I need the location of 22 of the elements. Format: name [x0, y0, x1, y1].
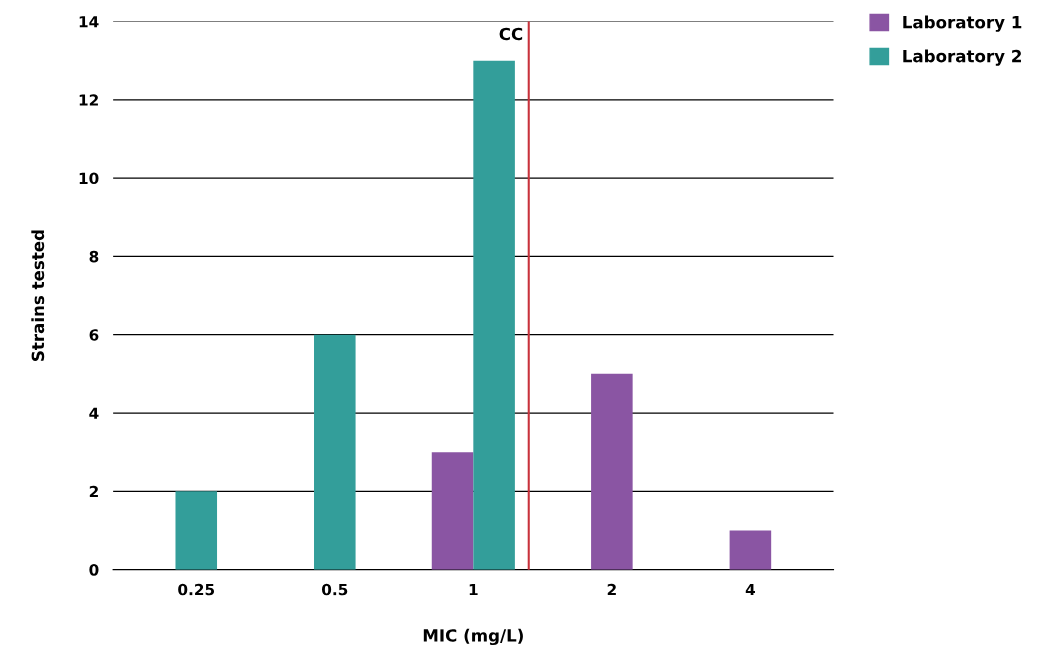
- bar: [431, 452, 474, 570]
- y-tick-label: 4: [89, 407, 99, 419]
- x-tick-label: 2: [607, 583, 616, 596]
- legend-label: Laboratory 2: [903, 49, 1021, 66]
- y-tick-label: 14: [79, 16, 99, 28]
- y-tick-label: 10: [79, 172, 99, 185]
- x-tick-label: 4: [745, 583, 756, 596]
- y-tick-label: 0: [89, 564, 99, 576]
- legend-label: Laboratory 1: [903, 15, 1022, 32]
- x-tick-label: 0.5: [321, 583, 348, 596]
- y-tick-label: 12: [79, 94, 98, 106]
- bar: [473, 60, 515, 570]
- x-axis-title: MIC (mg/L): [423, 628, 523, 646]
- x-tick-label: 1: [469, 583, 478, 596]
- x-tick-label: 0.25: [178, 583, 215, 596]
- ref-line-label: CC: [499, 27, 523, 41]
- bar: [729, 530, 772, 570]
- y-axis-title: Strains tested: [31, 230, 45, 361]
- y-tick-label: 6: [89, 329, 99, 341]
- y-tick-label: 8: [89, 250, 99, 263]
- bar: [175, 491, 218, 570]
- y-tick-label: 2: [89, 485, 98, 498]
